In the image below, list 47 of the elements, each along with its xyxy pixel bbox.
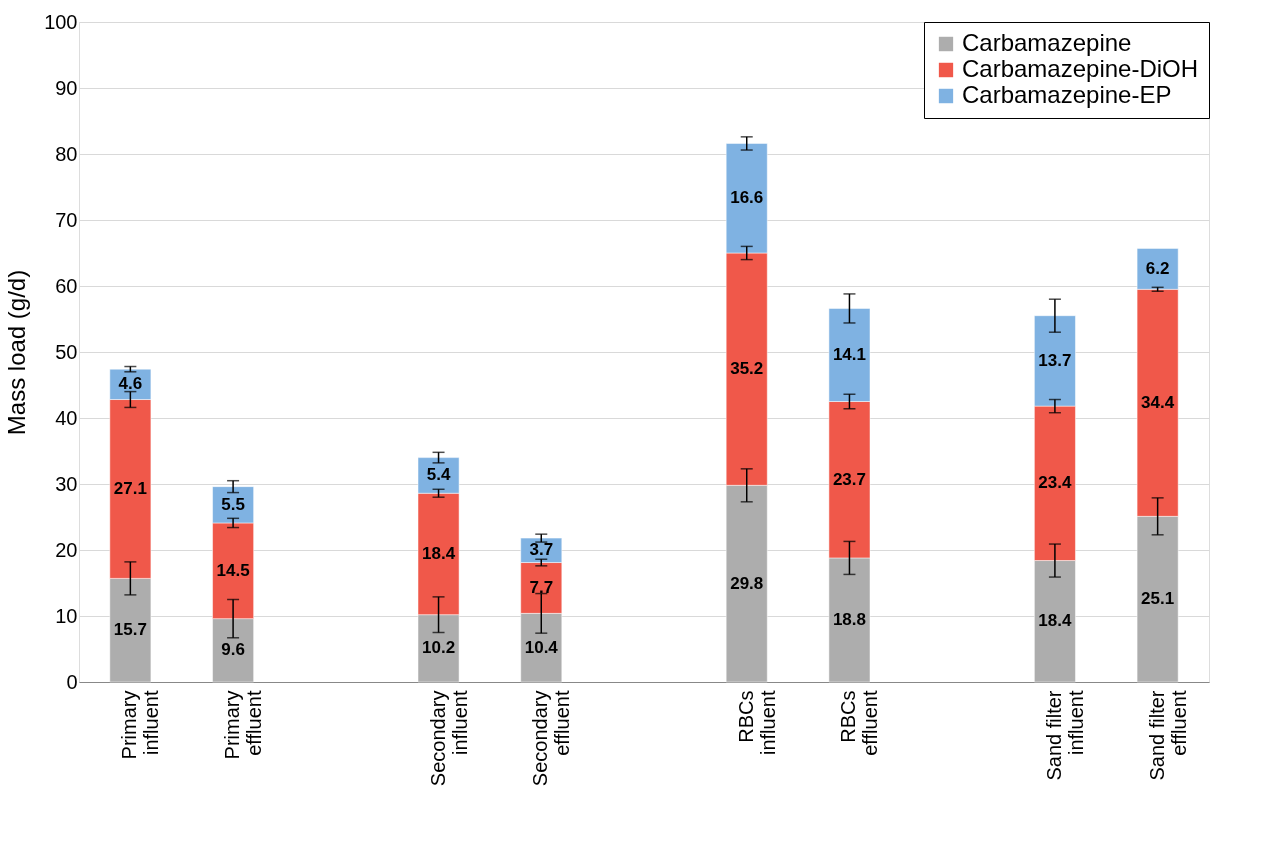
data-label: 6.2 bbox=[1145, 258, 1170, 278]
legend-label: Carbamazepine-DiOH bbox=[962, 55, 1199, 82]
legend-label: Carbamazepine-EP bbox=[962, 81, 1172, 108]
y-tick-label: 20 bbox=[55, 538, 78, 561]
data-label: 29.8 bbox=[730, 573, 764, 593]
y-tick-label: 70 bbox=[55, 208, 78, 231]
data-label: 18.4 bbox=[1038, 611, 1072, 631]
data-label: 5.5 bbox=[221, 494, 245, 514]
data-label: 14.1 bbox=[832, 344, 866, 364]
y-tick-label: 10 bbox=[55, 604, 78, 627]
data-label: 14.5 bbox=[216, 560, 250, 580]
data-label: 16.6 bbox=[730, 188, 764, 208]
data-label: 5.4 bbox=[426, 465, 451, 485]
y-tick-label: 30 bbox=[55, 472, 78, 495]
x-tick-label: Secondary effluent bbox=[529, 690, 574, 787]
x-tick-label: Primary effluent bbox=[221, 690, 266, 760]
data-label: 10.4 bbox=[524, 637, 559, 657]
data-label: 25.1 bbox=[1141, 589, 1175, 609]
data-label: 4.6 bbox=[118, 374, 143, 394]
data-label: 18.4 bbox=[422, 543, 456, 563]
data-label: 10.2 bbox=[422, 638, 456, 658]
data-label: 27.1 bbox=[113, 478, 147, 498]
data-label: 23.7 bbox=[832, 469, 866, 489]
x-tick-label: RBCs effluent bbox=[837, 690, 882, 756]
y-tick-label: 60 bbox=[55, 274, 78, 297]
data-label: 15.7 bbox=[113, 620, 147, 640]
data-label: 35.2 bbox=[730, 359, 764, 379]
y-axis-title: Mass load (g/d) bbox=[3, 269, 31, 436]
y-tick-label: 90 bbox=[55, 76, 78, 99]
y-tick-label: 40 bbox=[55, 406, 78, 429]
data-label: 3.7 bbox=[529, 540, 554, 560]
data-label: 23.4 bbox=[1038, 473, 1072, 493]
data-label: 13.7 bbox=[1038, 350, 1072, 370]
data-label: 18.8 bbox=[832, 609, 866, 629]
data-label: 9.6 bbox=[221, 640, 245, 660]
data-label: 7.7 bbox=[529, 577, 554, 597]
y-tick-label: 50 bbox=[55, 340, 78, 363]
y-tick-label: 100 bbox=[44, 10, 78, 33]
y-tick-label: 80 bbox=[55, 142, 78, 165]
legend-label: Carbamazepine bbox=[962, 29, 1132, 56]
data-label: 34.4 bbox=[1141, 392, 1175, 412]
y-tick-label: 0 bbox=[66, 670, 78, 693]
x-tick-label: Secondary influent bbox=[426, 690, 471, 787]
x-tick-label: RBCs influent bbox=[734, 690, 779, 755]
x-tick-label: Primary influent bbox=[118, 690, 163, 760]
x-tick-label: Sand filter influent bbox=[1042, 690, 1087, 781]
x-tick-label: Sand filter effluent bbox=[1145, 690, 1190, 781]
